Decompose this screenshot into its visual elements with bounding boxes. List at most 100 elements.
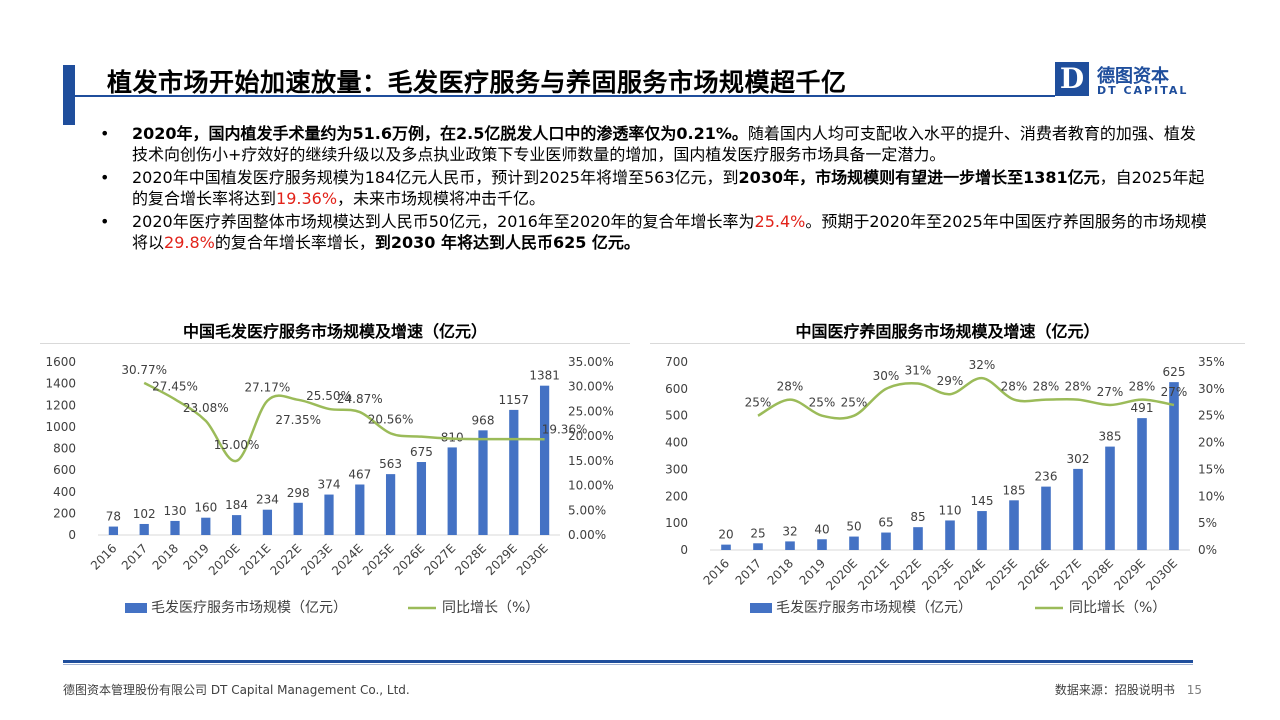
x-tick-label: 2018 [765, 556, 796, 587]
x-tick-label: 2028E [452, 541, 489, 578]
bar [849, 536, 859, 550]
growth-value-label: 15.00% [214, 438, 260, 452]
bullet-item: • 2020年中国植发医疗服务规模为184亿元人民币，预计到2025年将增至56… [100, 167, 1210, 209]
chart-separator [40, 343, 630, 344]
y-tick-label-right: 35% [1198, 355, 1225, 369]
growth-line [757, 376, 1175, 420]
bar-value-label: 675 [410, 445, 433, 459]
data-source: 数据来源：招股说明书 [1054, 683, 1175, 697]
bar-value-label: 25 [750, 526, 765, 540]
bullet-text: ，自2025年起的复合增长率将达到 [132, 168, 1205, 208]
bar [139, 523, 149, 535]
y-tick-label-right: 20% [1198, 436, 1225, 450]
bar [478, 430, 488, 535]
bullet-text: 到2030 年将达到人民币625 亿元。 [374, 233, 640, 252]
y-tick-label-left: 200 [665, 489, 688, 503]
x-tick-label: 2021E [237, 541, 274, 578]
bullet-dot-icon: • [100, 168, 110, 187]
growth-line [143, 381, 545, 463]
growth-value-label: 27% [1097, 385, 1124, 399]
bar [231, 515, 242, 535]
chart-title-hair: 中国毛发医疗服务市场规模及增速（亿元） [182, 322, 487, 341]
logo-chinese-name: 德图资本 [1097, 66, 1169, 87]
bar-value-label: 78 [106, 510, 121, 524]
growth-value-label: 28% [1065, 380, 1092, 394]
bar [785, 541, 795, 550]
x-tick-label: 2023E [919, 556, 956, 593]
growth-value-label: 32% [969, 358, 996, 372]
x-tick-label: 2027E [421, 541, 458, 578]
growth-value-label: 25.50% [306, 389, 352, 403]
bar [108, 526, 119, 535]
x-tick-label: 2017 [119, 541, 150, 572]
bar [945, 520, 955, 550]
y-tick-label-left: 400 [53, 485, 76, 499]
legend-bar-label: 毛发医疗服务市场规模（亿元） [151, 599, 347, 616]
bar-value-label: 302 [1067, 452, 1090, 466]
y-tick-label-left: 1200 [45, 398, 76, 412]
bullet-text: 2020年，国内植发手术量约为51.6万例，在2.5亿脱发人口中的渗透率仅为0.… [132, 124, 748, 143]
bar [977, 511, 987, 550]
logo-english-name: DT CAPITAL [1097, 84, 1189, 97]
y-tick-label-left: 600 [665, 382, 688, 396]
y-tick-label-left: 1600 [45, 355, 76, 369]
y-tick-label-left: 0 [680, 543, 688, 557]
y-tick-label-left: 100 [665, 516, 688, 530]
chart-separator [650, 343, 1245, 344]
x-tick-label: 2020E [206, 541, 243, 578]
bar [913, 527, 923, 550]
growth-value-label: 24.87% [337, 392, 383, 406]
y-tick-label-left: 200 [53, 506, 76, 520]
bullet-highlight: 19.36% [276, 189, 338, 208]
bar [1137, 418, 1147, 550]
bar-value-label: 184 [225, 498, 248, 512]
y-tick-label-right: 25% [1198, 409, 1225, 423]
x-tick-label: 2024E [329, 541, 366, 578]
bar-value-label: 385 [1099, 430, 1122, 444]
bar [817, 539, 827, 550]
bar-value-label: 32 [782, 524, 797, 538]
bar-value-label: 185 [1003, 483, 1026, 497]
x-tick-label: 2020E [823, 556, 860, 593]
growth-value-label: 28% [1033, 380, 1060, 394]
page-title: 植发市场开始加速放量：毛发医疗服务与养固服务市场规模超千亿 [107, 68, 847, 97]
growth-value-label: 20.56% [368, 412, 414, 426]
x-tick-label: 2023E [298, 541, 335, 578]
bar [355, 484, 365, 535]
bar [881, 532, 891, 550]
growth-value-label: 31% [905, 363, 932, 377]
y-tick-label-left: 0 [68, 528, 76, 542]
x-tick-label: 2029E [483, 541, 520, 578]
x-tick-label: 2025E [360, 541, 397, 578]
bullet-highlight: 25.4% [754, 212, 806, 231]
bullet-text: 2030年，市场规模则有望进一步增长至1381亿元 [738, 168, 1100, 187]
bar-value-label: 1381 [529, 369, 560, 383]
x-tick-label: 2025E [983, 556, 1020, 593]
bar-value-label: 563 [379, 457, 402, 471]
scalp-care-market-chart: 0 100 200 300 400 500 600 700 0% 5% 10% 15% 20% 25% 30… [665, 355, 1225, 616]
y-tick-label-left: 1000 [45, 420, 76, 434]
y-tick-label-right: 25.00% [568, 404, 614, 418]
bar-value-label: 102 [133, 507, 156, 521]
bar [416, 462, 427, 535]
legend-bar-label: 毛发医疗服务市场规模（亿元） [776, 599, 972, 616]
bar-value-label: 1157 [499, 393, 530, 407]
x-tick-label: 2017 [733, 556, 764, 587]
x-tick-label: 2026E [1015, 556, 1052, 593]
bullet-text: 2020年中国植发医疗服务规模为184亿元人民币，预计到2025年将增至563亿… [132, 168, 739, 187]
bullet-item: • 2020年，国内植发手术量约为51.6万例，在2.5亿脱发人口中的渗透率仅为… [100, 123, 1210, 165]
legend-bar-swatch [125, 603, 147, 613]
chart-title-scalp: 中国医疗养固服务市场规模及增速（亿元） [795, 322, 1100, 341]
footer-company: 德图资本管理股份有限公司 DT Capital Management Co., … [63, 683, 410, 697]
x-tick-label: 2021E [855, 556, 892, 593]
y-tick-label-left: 300 [665, 462, 688, 476]
y-tick-label-left: 1400 [45, 377, 76, 391]
bar [1041, 486, 1051, 550]
growth-value-label: 25% [745, 396, 772, 410]
bar [293, 502, 303, 535]
growth-value-label: 30% [873, 369, 900, 383]
bar-value-label: 50 [846, 520, 861, 534]
x-tick-label: 2028E [1079, 556, 1116, 593]
y-tick-label-left: 800 [53, 442, 76, 456]
logo-mark-icon: D [1055, 62, 1089, 96]
